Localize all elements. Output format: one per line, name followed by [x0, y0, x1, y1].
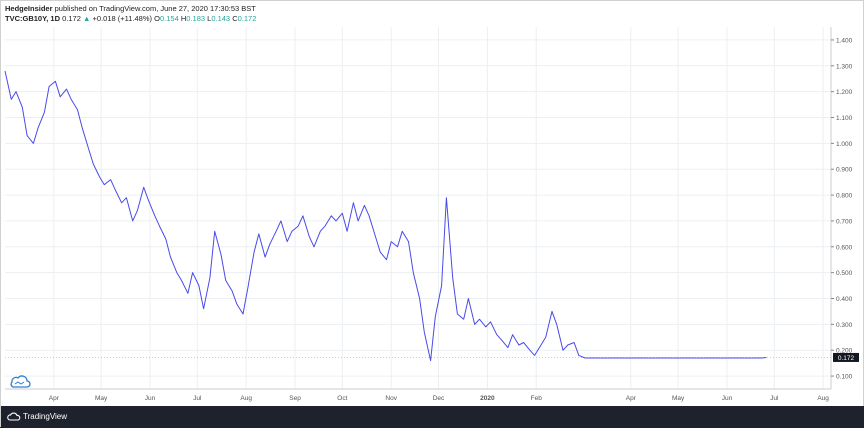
y-tick-label: 0.900: [836, 167, 853, 174]
x-tick-label: 2020: [480, 395, 495, 402]
y-tick-label: 0.500: [836, 270, 853, 277]
x-tick-label: Aug: [817, 395, 829, 402]
x-tick-label: Jul: [193, 395, 202, 402]
y-tick-label: 1.200: [836, 89, 853, 96]
tradingview-cloud-icon[interactable]: [7, 412, 21, 422]
chart-plot[interactable]: Apr May Jun Jul Aug Sep Oct Nov Dec 2020 Feb Apr May…: [1, 1, 864, 406]
y-tick-label: 1.300: [836, 63, 853, 70]
y-tick-label: 0.300: [836, 322, 853, 329]
y-tick-label: 1.000: [836, 141, 853, 148]
y-tick-label: 0.700: [836, 218, 853, 225]
x-tick-label: Feb: [531, 395, 543, 402]
price-series: [4, 70, 767, 362]
x-tick-label: Jul: [770, 395, 779, 402]
y-tick-label: 1.100: [836, 115, 853, 122]
high-value: 0.183: [186, 14, 206, 23]
tradingview-cloud-icon[interactable]: [10, 375, 31, 388]
y-axis: 0.100 0.200 0.300 0.400 0.500 0.600 0.700 0.800…: [830, 27, 853, 389]
y-tick-label: 0.100: [836, 374, 853, 381]
y-tick-label: 0.200: [836, 348, 853, 355]
y-tick-label: 0.600: [836, 244, 853, 251]
close-label: C: [232, 14, 238, 23]
x-tick-label: Sep: [289, 395, 301, 402]
open-value: 0.154: [159, 14, 179, 23]
x-tick-label: May: [95, 395, 108, 402]
high-label: H: [180, 14, 187, 23]
x-tick-label: Jun: [722, 395, 733, 402]
x-tick-label: Aug: [240, 395, 252, 402]
series-line: [4, 70, 767, 362]
last-value-label: 0.172: [838, 355, 855, 362]
y-tick-label: 0.400: [836, 296, 853, 303]
last-value-badge-bg: [833, 352, 859, 362]
low-label: L: [207, 14, 212, 23]
author-name[interactable]: HedgeInsider: [5, 4, 53, 13]
last-price: 0.172: [62, 14, 81, 23]
chart-grid: [5, 27, 831, 389]
y-tick-label: 0.800: [836, 193, 853, 200]
symbol-line: TVC:GB10Y, 1D 0.172 ▲ +0.018 (+11.48%) O…: [5, 14, 861, 24]
change-arrow-icon: ▲: [83, 14, 91, 23]
publish-info: published on TradingView.com, June 27, 2…: [54, 4, 256, 13]
x-axis: Apr May Jun Jul Aug Sep Oct Nov Dec 2020 Feb Apr May…: [5, 388, 831, 402]
open-label: O: [154, 14, 160, 23]
publish-line: HedgeInsider published on TradingView.co…: [5, 4, 861, 14]
x-tick-label: Apr: [49, 395, 60, 402]
x-tick-label: Apr: [626, 395, 637, 402]
footer-brand[interactable]: TradingView: [23, 412, 68, 421]
chart-header: HedgeInsider published on TradingView.co…: [5, 4, 861, 28]
price-change: +0.018 (+11.48%): [92, 14, 153, 23]
low-value: 0.143: [211, 14, 231, 23]
last-value-badge: 0.172: [5, 352, 859, 362]
footer-bar: TradingView: [1, 406, 864, 428]
close-value: 0.172: [237, 14, 257, 23]
y-tick-label: 1.400: [836, 37, 853, 44]
symbol-label[interactable]: TVC:GB10Y, 1D: [5, 14, 61, 23]
x-tick-label: May: [672, 395, 685, 402]
x-tick-label: Dec: [433, 395, 445, 402]
x-tick-label: Jun: [145, 395, 156, 402]
x-tick-label: Oct: [337, 395, 347, 402]
x-tick-label: Nov: [385, 395, 397, 402]
